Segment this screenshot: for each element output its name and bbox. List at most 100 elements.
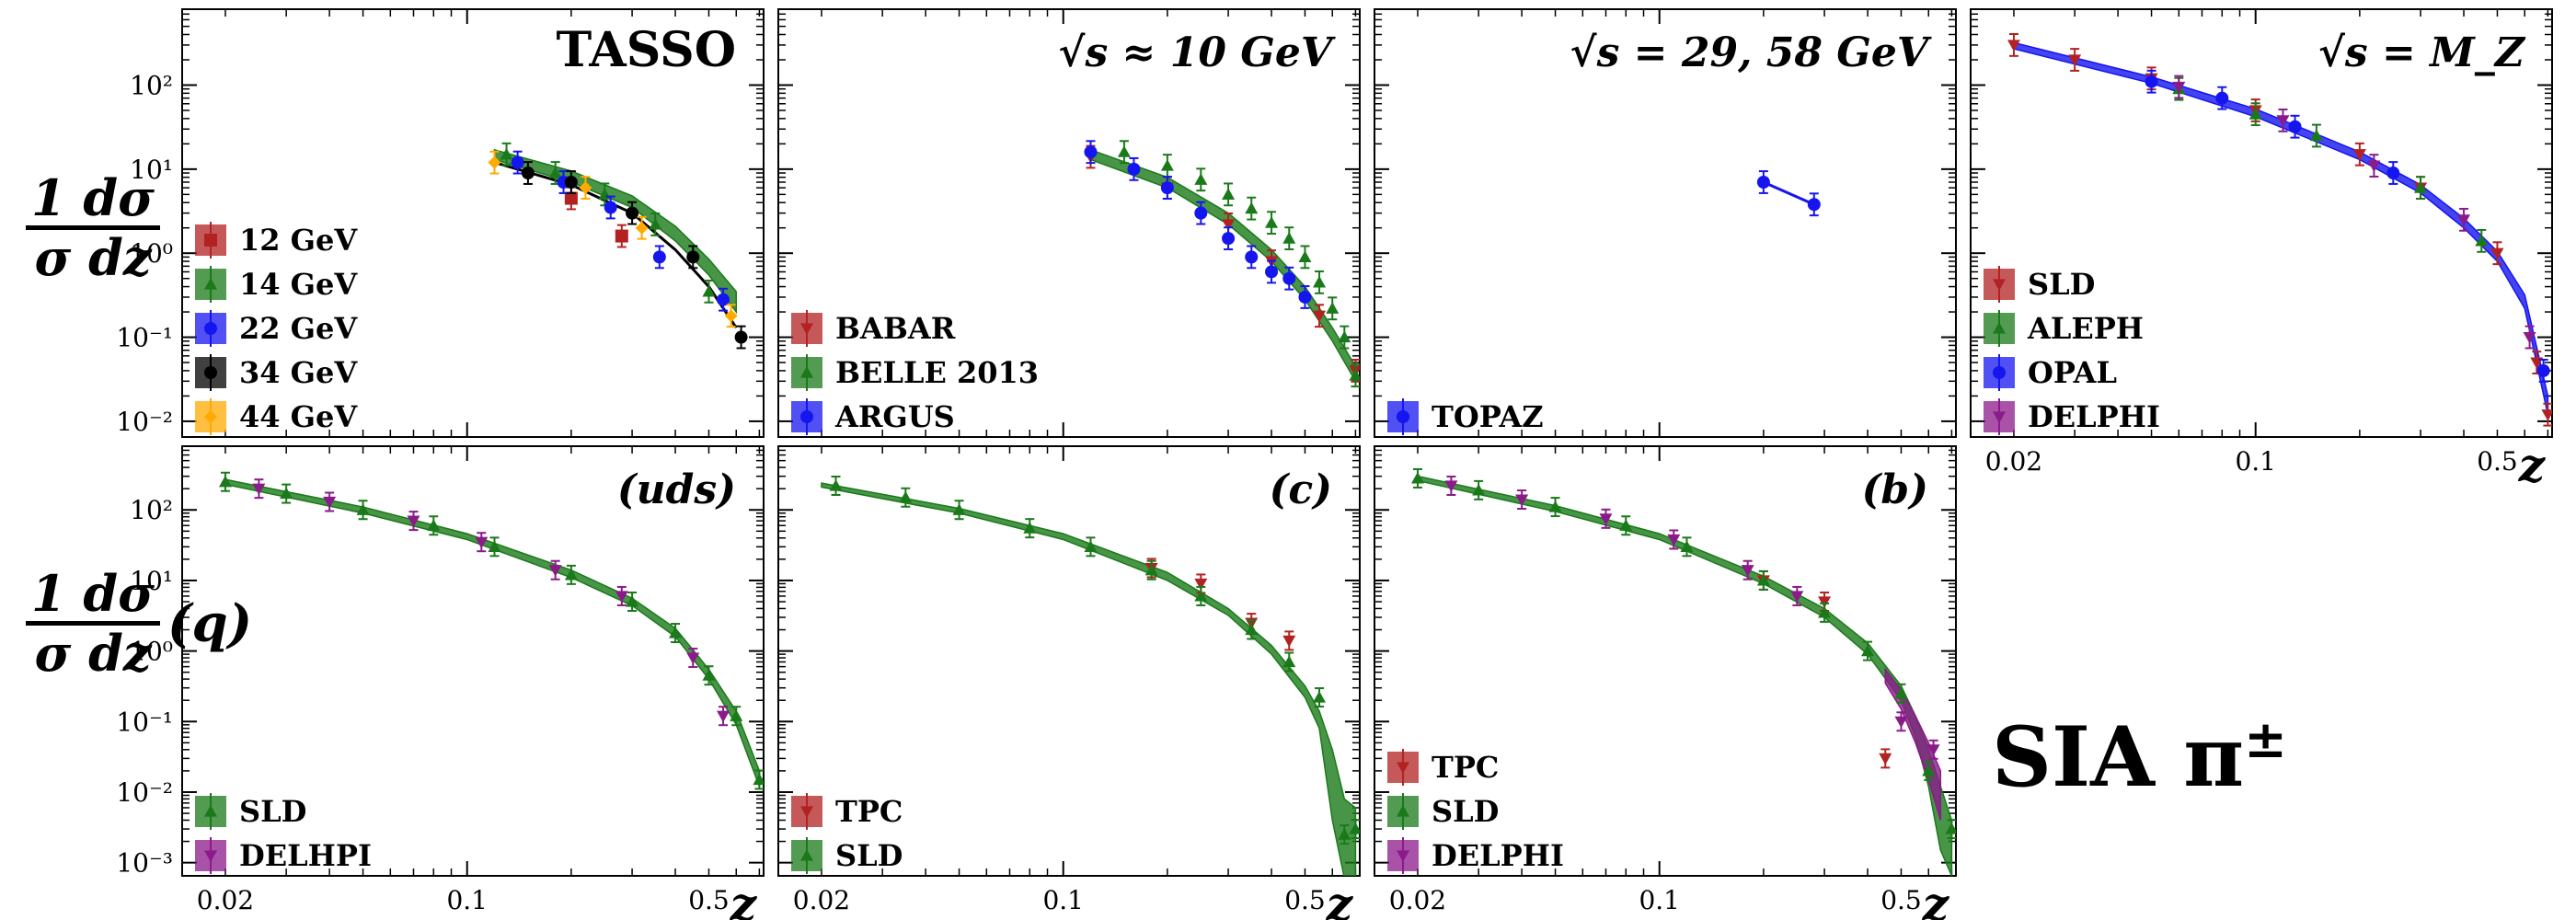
plot-area — [821, 475, 1360, 876]
plot-area — [488, 142, 748, 350]
data-point — [2490, 247, 2504, 260]
data-point — [2145, 75, 2158, 88]
legend-label: ALEPH — [2027, 311, 2144, 346]
x-tick-label: 0.5 — [2477, 446, 2518, 477]
legend-label: BELLE 2013 — [835, 355, 1039, 390]
data-point — [1599, 513, 1613, 525]
x-tick-label: 0.02 — [793, 885, 850, 915]
data-point — [1894, 686, 1908, 699]
data-point — [1245, 201, 1259, 214]
data-point — [1144, 563, 1158, 576]
legend-label: 44 GeV — [239, 399, 358, 434]
data-point — [1861, 644, 1875, 657]
data-point — [1548, 500, 1562, 512]
legend-marker — [1993, 279, 2006, 291]
y-tick-label: 10⁻² — [116, 777, 173, 808]
theory-line — [1763, 180, 1815, 206]
data-point — [2414, 181, 2428, 193]
legend-marker — [204, 850, 217, 862]
data-point — [579, 181, 592, 195]
data-point — [1084, 540, 1098, 552]
data-point — [475, 536, 489, 549]
data-point — [1818, 605, 1832, 618]
x-tick-label: 0.5 — [688, 885, 730, 915]
legend-marker — [1397, 410, 1409, 423]
data-point — [1619, 519, 1633, 531]
theory-band — [224, 478, 761, 788]
data-point — [1326, 302, 1340, 314]
panel-uds: 10⁻³ 10⁻² 10⁻¹ 10⁰ 10¹ 10² 0.02 0.1 0.5 z (uds) SLD… — [116, 445, 765, 920]
legend-marker — [204, 366, 217, 379]
x-axis-label: z — [730, 877, 758, 920]
data-point — [626, 595, 639, 607]
x-tick-label: 0.02 — [197, 885, 254, 915]
data-point — [1023, 522, 1037, 534]
data-point — [1127, 162, 1141, 176]
data-point — [1741, 565, 1754, 577]
legend-marker — [204, 322, 217, 335]
data-point — [2172, 81, 2186, 94]
legend-marker — [800, 849, 813, 861]
data-point — [548, 565, 562, 577]
data-point — [1338, 828, 1351, 840]
data-point — [1472, 483, 1486, 496]
data-point — [952, 503, 966, 515]
data-point — [564, 568, 578, 581]
x-axis-label: z — [2518, 438, 2547, 492]
y-tick-label: 10⁻³ — [116, 848, 173, 879]
data-point — [407, 515, 420, 528]
data-point — [1194, 589, 1208, 602]
data-point — [717, 710, 730, 723]
panel-29-58GeV: √s = 29, 58 GeV TOPAZ — [1374, 8, 1957, 438]
data-point — [1298, 250, 1312, 262]
data-point — [2523, 331, 2536, 344]
panel-title: (uds) — [617, 466, 736, 513]
data-point — [2276, 115, 2290, 127]
legend-label: 14 GeV — [239, 267, 358, 302]
y-tick-label: 10¹ — [130, 566, 173, 596]
data-point — [564, 191, 578, 205]
legend-marker — [800, 410, 813, 423]
panel-TASSO: 10⁻² 10⁻¹ 10⁰ 10¹ 10² TASSO 12 GeV 14 GeV 22 GeV… — [116, 8, 765, 438]
x-tick-label: 0.02 — [1389, 885, 1446, 915]
legend-label: TPC — [1432, 750, 1499, 785]
data-point — [252, 483, 266, 496]
data-point — [626, 206, 639, 220]
data-point — [1444, 480, 1458, 492]
panel-c: 0.02 0.1 0.5 z (c) TPC SLD — [777, 445, 1361, 920]
plot-area — [1410, 467, 1956, 876]
panel-title: TASSO — [557, 22, 736, 78]
data-point — [1222, 219, 1236, 231]
data-point — [1265, 265, 1279, 279]
legend-label: 22 GeV — [239, 311, 358, 346]
data-point — [1265, 216, 1279, 228]
legend-marker — [204, 234, 217, 247]
panel-frame — [1970, 8, 2553, 438]
data-point — [1282, 232, 1296, 244]
panel-title: (b) — [1862, 466, 1928, 513]
legend-label: DELPHI — [1432, 838, 1564, 873]
data-point — [1680, 540, 1694, 552]
data-point — [356, 503, 370, 515]
data-point — [1084, 145, 1098, 159]
theory-band — [1417, 475, 1953, 876]
legend-label: TOPAZ — [1432, 399, 1544, 434]
plot-area — [218, 471, 764, 790]
panel-title: √s ≈ 10 GeV — [1059, 29, 1336, 76]
data-point — [2007, 40, 2020, 52]
data-point — [1245, 250, 1259, 264]
panel-frame — [777, 8, 1361, 438]
legend-label: SLD — [239, 794, 306, 829]
data-point — [702, 284, 716, 297]
panel-MZ: 0.02 0.1 0.5 z √s = M_Z SLD ALEPH OPAL DELPHI — [1970, 8, 2553, 492]
data-point — [521, 167, 535, 180]
data-point — [564, 176, 578, 190]
legend-marker — [800, 806, 813, 818]
plot-area — [1084, 140, 1360, 388]
legend-label: DELPHI — [2028, 399, 2160, 434]
data-point — [1818, 596, 1832, 609]
data-point — [1790, 591, 1804, 603]
legend-marker — [1397, 762, 1409, 774]
legend-marker — [204, 278, 217, 290]
